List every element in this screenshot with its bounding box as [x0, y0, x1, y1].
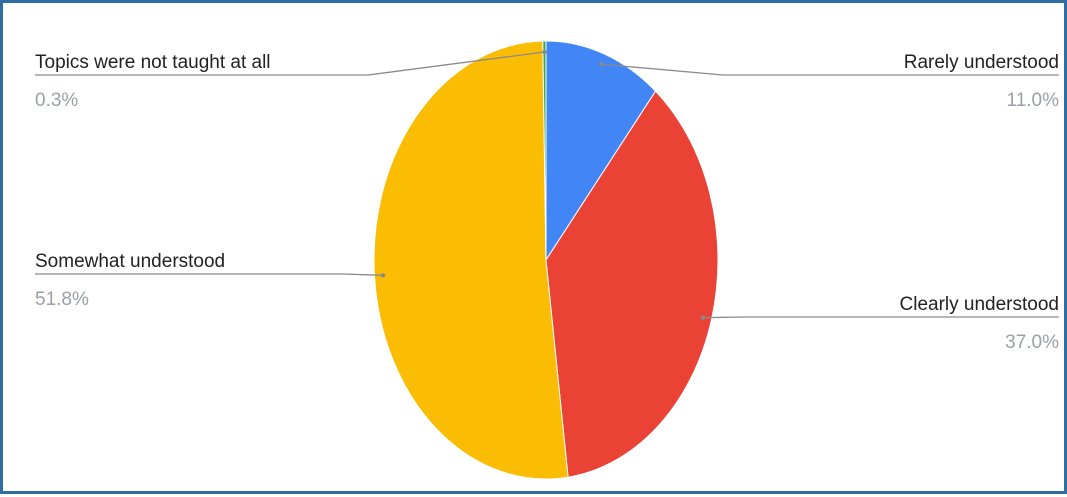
pie-slices	[373, 40, 719, 480]
pie-slice-rarely-understood	[545, 40, 657, 262]
leader-line-rarely-understood	[601, 63, 1059, 76]
slice-label-rarely-understood: Rarely understood	[904, 52, 1059, 73]
slice-value-topics-were-not-taught-at-all: 0.3%	[35, 90, 78, 111]
slice-value-clearly-understood: 37.0%	[1005, 332, 1059, 353]
pie-slice-clearly-understood	[545, 90, 719, 478]
leader-line-clearly-understood	[702, 316, 1059, 319]
slice-value-rarely-understood: 11.0%	[1007, 90, 1060, 111]
pie-slice-somewhat-understood	[373, 40, 569, 480]
slice-value-somewhat-understood: 51.8%	[35, 289, 89, 310]
pie-chart: Rarely understood 11.0% Clearly understood…	[35, 40, 1060, 480]
slice-label-clearly-understood: Clearly understood	[900, 294, 1059, 315]
leader-line-somewhat-understood	[35, 273, 384, 276]
leader-dot-rarely-understood	[599, 62, 604, 67]
slice-label-topics-were-not-taught-at-all: Topics were not taught at all	[35, 52, 271, 73]
pie-slice-topics-were-not-taught-at-all	[542, 40, 547, 261]
leader-line-topics-were-not-taught-at-all	[35, 51, 545, 76]
pie-labels: Rarely understood 11.0% Clearly understood…	[35, 49, 1060, 353]
slice-label-somewhat-understood: Somewhat understood	[35, 251, 225, 272]
